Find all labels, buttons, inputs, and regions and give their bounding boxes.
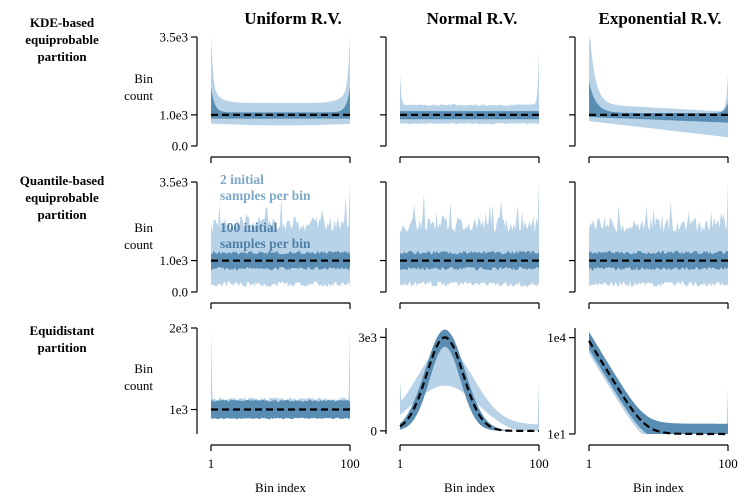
- annotation-100-initial: samples per bin: [220, 236, 311, 251]
- row-label: KDE-based: [30, 15, 95, 30]
- column-title: Normal R.V.: [427, 9, 518, 28]
- column-titles: Uniform R.V. Normal R.V. Exponential R.V.: [244, 9, 721, 28]
- x-tick-label: 1: [208, 456, 215, 471]
- panel-kde-uniform: 0.0 1.0e3 3.5e3 Bin count: [124, 30, 351, 163]
- band-2-initial-samples: [589, 182, 728, 287]
- y-tick-label: 3e3: [358, 330, 377, 345]
- panel-equidistant-uniform: 1e3 2e3 1 100 Bin index Bin count: [124, 321, 360, 496]
- x-tick-label: 1: [397, 456, 404, 471]
- y-axis-label: count: [124, 88, 153, 103]
- band-100-initial-samples: [400, 329, 539, 431]
- column-title: Exponential R.V.: [599, 9, 722, 28]
- x-tick-label: 1: [586, 456, 593, 471]
- y-tick-label: 1.0e3: [159, 253, 188, 268]
- panel-kde-normal: [380, 36, 540, 163]
- y-tick-label: 3.5e3: [159, 175, 188, 190]
- x-tick-label: 100: [529, 456, 549, 471]
- x-axis-label: Bin index: [255, 480, 306, 495]
- row-label: Quantile-based: [20, 173, 105, 188]
- row-label: partition: [37, 340, 87, 355]
- y-axis-label: Bin: [134, 361, 153, 376]
- y-axis-label: Bin: [134, 220, 153, 235]
- row-label: equiprobable: [25, 32, 99, 47]
- band-2-initial-samples: [400, 51, 539, 125]
- panel-quantile-exponential: [569, 181, 729, 309]
- y-tick-label: 0: [371, 423, 378, 438]
- mean-line: [399, 336, 539, 432]
- band-2-initial-samples: [589, 37, 728, 138]
- x-tick-label: 100: [340, 456, 360, 471]
- y-axis-label: count: [124, 237, 153, 252]
- band-100-initial-samples: [589, 81, 728, 123]
- panel-equidistant-normal: 0 3e3 1 100 Bin index: [358, 328, 549, 495]
- band-100-initial-samples: [589, 331, 728, 434]
- panel-kde-exponential: [569, 36, 729, 163]
- row-label: partition: [37, 49, 87, 64]
- row-label: partition: [37, 207, 87, 222]
- y-axis-label: count: [124, 378, 153, 393]
- x-tick-label: 100: [718, 456, 738, 471]
- y-tick-label: 1e1: [547, 427, 566, 442]
- row-label: equiprobable: [25, 190, 99, 205]
- panel-quantile-normal: [380, 181, 540, 309]
- column-title: Uniform R.V.: [244, 9, 341, 28]
- x-axis-label: Bin index: [444, 480, 495, 495]
- annotation-100-initial: 100 initial: [220, 220, 278, 235]
- y-tick-label: 0.0: [172, 285, 188, 300]
- y-tick-label: 1e4: [547, 330, 566, 345]
- band-2-initial-samples: [211, 37, 350, 126]
- panel-equidistant-exponential: 1e1 1e4 1 100 Bin index: [547, 328, 738, 495]
- annotation-2-initial: samples per bin: [220, 188, 311, 203]
- mean-line: [588, 340, 728, 436]
- y-tick-label: 0.0: [172, 139, 188, 154]
- row-labels: KDE-based equiprobable partition Quantile-b…: [20, 15, 105, 355]
- y-tick-label: 1.0e3: [159, 107, 188, 122]
- annotation-2-initial: 2 initial: [220, 172, 264, 187]
- y-tick-label: 1e3: [169, 402, 188, 417]
- band-2-initial-samples: [400, 182, 539, 287]
- row-label: Equidistant: [29, 323, 95, 338]
- y-tick-label: 3.5e3: [159, 30, 188, 45]
- panels: 0.0 1.0e3 3.5e3 Bin count 0.0 1.0e3 3.5e3 Bin cou…: [124, 30, 738, 496]
- y-axis-label: Bin: [134, 71, 153, 86]
- y-tick-label: 2e3: [169, 321, 188, 336]
- x-axis-label: Bin index: [633, 480, 684, 495]
- band-2-initial-samples: [589, 336, 728, 434]
